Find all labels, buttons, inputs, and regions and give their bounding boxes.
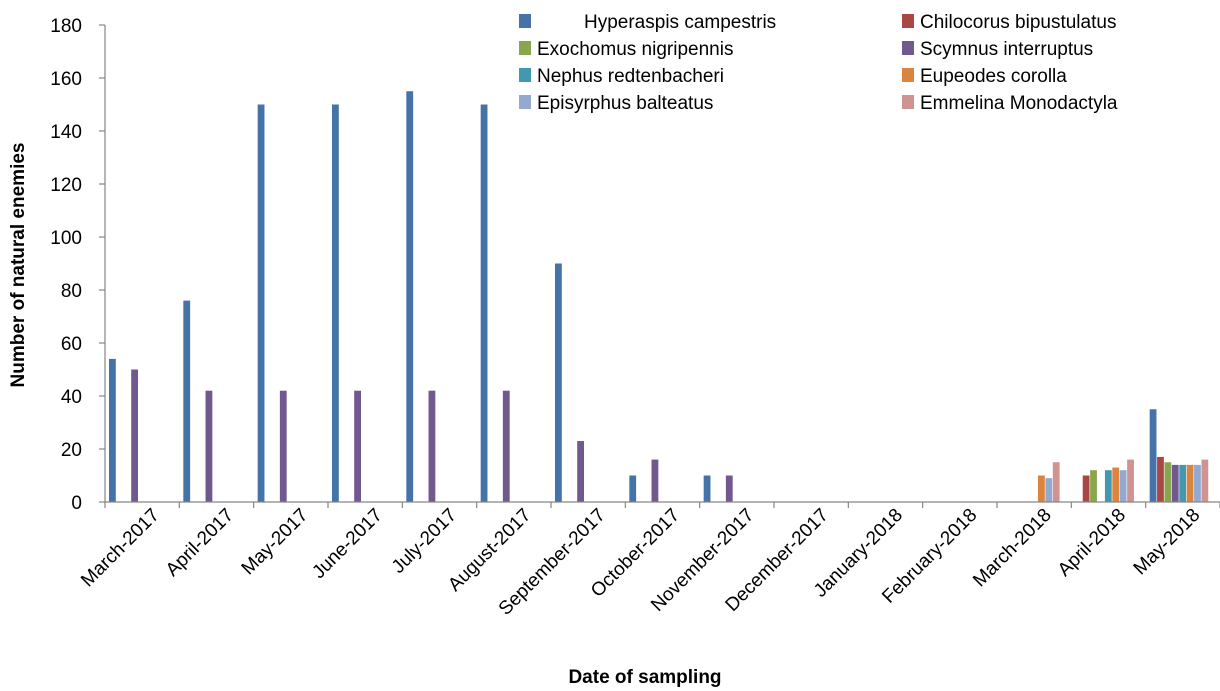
bar-2-14 [1164,462,1172,502]
bar-0-14 [1149,409,1157,502]
x-tick-label: March-2018 [969,505,1056,592]
y-tick-label: 140 [50,122,82,143]
y-tick-label: 20 [61,440,82,461]
y-axis-title: Number of natural enemies [8,143,29,388]
bar-6-12 [1045,478,1053,502]
bar-3-8 [725,475,733,502]
legend-label-6: Episyrphus balteatus [537,93,713,114]
x-tick-label: May-2018 [1130,505,1205,580]
legend: Hyperaspis campestris Chilocorus bipustul… [519,12,1118,114]
legend-swatch-4 [519,68,531,82]
bar-0-6 [555,263,562,502]
x-tick-label: June-2017 [308,505,386,583]
y-tick-label: 0 [71,493,82,514]
y-tick-label: 60 [61,334,82,355]
bar-0-0 [109,358,116,502]
bar-0-5 [480,104,488,502]
x-axis-title: Date of sampling [568,667,721,688]
axes-layer [104,25,1220,503]
bar-5-12 [1038,475,1045,502]
bar-7-12 [1052,462,1060,502]
y-tick-label: 40 [61,387,82,408]
legend-swatch-5 [902,68,914,82]
bar-0-7 [629,475,637,502]
legend-swatch-3 [902,41,914,55]
bar-3-3 [354,390,361,502]
bar-5-13 [1112,467,1120,502]
bar-0-1 [183,300,191,502]
bar-1-14 [1157,456,1164,502]
bar-4-14 [1179,464,1187,502]
legend-swatch-2 [519,41,531,55]
legend-label-5: Eupeodes corolla [920,66,1067,87]
bar-6-13 [1119,470,1127,502]
bar-1-13 [1082,475,1090,502]
bar-0-3 [332,104,339,502]
x-tick-label: March-2017 [77,505,164,592]
bar-7-13 [1127,459,1134,502]
legend-label-4: Nephus redtenbacheri [537,66,724,87]
legend-swatch-7 [902,95,914,109]
legend-label-1: Chilocorus bipustulatus [920,12,1116,33]
bar-5-14 [1186,464,1194,502]
bar-0-4 [406,91,414,502]
legend-swatch-1 [902,14,914,28]
bars-layer [109,91,1209,502]
bar-2-13 [1090,470,1097,502]
bar-0-8 [703,475,711,502]
bar-3-5 [502,390,510,502]
y-tick-label: 120 [50,175,82,196]
bar-3-7 [651,459,659,502]
bar-4-13 [1104,470,1112,502]
bar-7-14 [1201,459,1209,502]
bar-6-14 [1194,464,1201,502]
bar-3-14 [1171,464,1179,502]
legend-label-0: Hyperaspis campestris [584,12,776,33]
bar-3-2 [279,390,287,502]
x-tick-label: May-2017 [238,505,313,580]
y-tick-label: 80 [61,281,82,302]
x-tick-label: July-2017 [388,505,461,578]
bar-3-6 [577,441,584,502]
bar-0-2 [257,104,265,502]
legend-label-7: Emmelina Monodactyla [920,93,1118,114]
legend-swatch-6 [519,95,531,109]
legend-label-3: Scymnus interruptus [920,39,1093,60]
bar-3-1 [205,390,213,502]
x-tick-label: April-2018 [1054,505,1130,581]
y-tick-label: 100 [50,228,82,249]
legend-label-2: Exochomus nigripennis [537,39,733,60]
x-tick-label: April-2017 [162,505,238,581]
legend-swatch-0 [519,14,531,28]
bar-3-4 [428,390,436,502]
y-tick-label: 180 [50,16,82,37]
y-tick-label: 160 [50,69,82,90]
bar-3-0 [131,369,138,502]
